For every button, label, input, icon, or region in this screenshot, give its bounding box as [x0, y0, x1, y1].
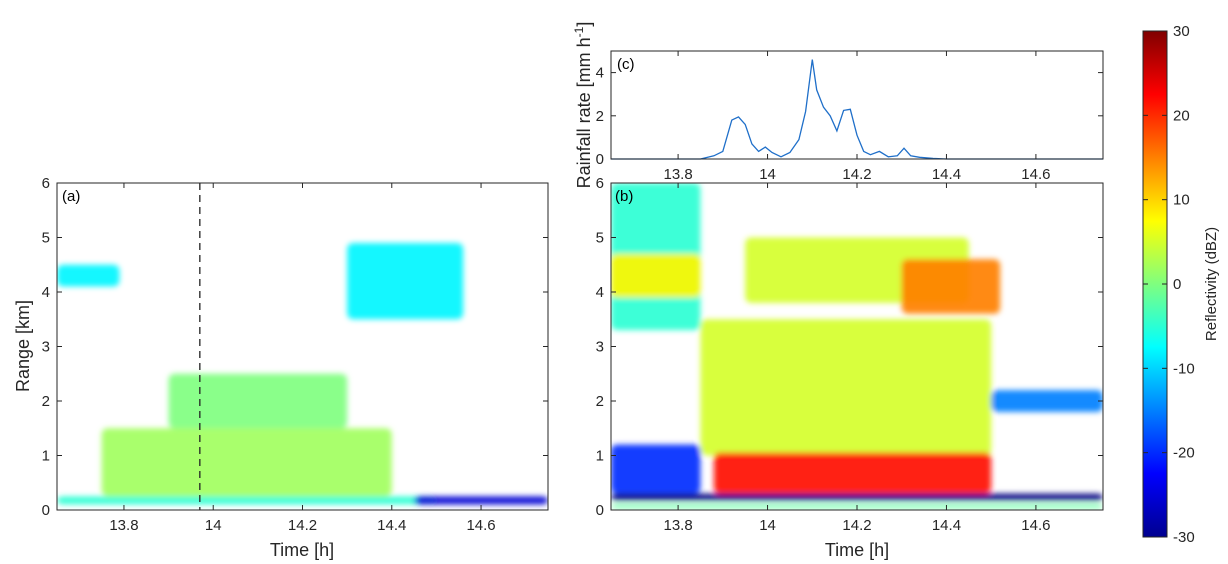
- x-tick-label-a: 13.8: [109, 517, 138, 534]
- x-tick-label-a: 14.4: [377, 517, 406, 534]
- echo-region-a: [168, 373, 348, 429]
- echo-region-b: [713, 452, 992, 494]
- y-tick-label-b: 6: [596, 175, 604, 192]
- panel-a: 13.8 14 14.2 14.4 14.6 0 1 2 3 4 5 6 (a) Time [h] R…: [13, 175, 549, 560]
- echo-region-b: [901, 259, 1001, 314]
- echo-region-a: [414, 496, 548, 505]
- x-tick-label-b: 14.4: [932, 517, 961, 534]
- echo-region-a: [57, 496, 437, 505]
- y-tick-label-a: 6: [42, 175, 50, 192]
- y-axis-label-a: Range [km]: [13, 300, 33, 392]
- y-tick-label-a: 0: [42, 502, 50, 519]
- colorbar-tick-label: 0: [1173, 276, 1181, 293]
- y-tick-label-b: 3: [596, 339, 604, 356]
- y-tick-label-a: 2: [42, 393, 50, 410]
- y-tick-label-a: 5: [42, 230, 50, 247]
- colorbar-tick-label: 30: [1173, 23, 1190, 40]
- y-tick-label-b: 0: [596, 502, 604, 519]
- colorbar-tick-label: -20: [1173, 445, 1195, 462]
- y-axis-label-c: Rainfall rate [mm h-1]: [572, 22, 594, 189]
- panel-label-a: (a): [62, 188, 80, 205]
- axis-ticks-c: 13.8 14 14.2 14.4 14.6 0 2 4: [596, 51, 1103, 183]
- y-tick-label-b: 4: [596, 284, 604, 301]
- x-tick-label-a: 14.6: [466, 517, 495, 534]
- y-axis-label-c-text: Rainfall rate [mm h: [574, 37, 594, 188]
- axes-frame-c: [610, 50, 1104, 160]
- echo-region-a: [101, 428, 392, 497]
- x-axis-label-b: Time [h]: [825, 540, 889, 560]
- colorbar-label: Reflectivity (dBZ): [1203, 227, 1220, 341]
- colorbar-tick-label: -30: [1173, 529, 1195, 546]
- heatmap-a: [57, 242, 548, 505]
- x-tick-label-b: 14: [759, 517, 776, 534]
- y-tick-label-c: 0: [596, 151, 604, 168]
- x-tick-label-b: 14.6: [1021, 517, 1050, 534]
- y-tick-label-c: 4: [596, 65, 604, 82]
- panel-c: 13.8 14 14.2 14.4 14.6 0 2 4 (c) Rainfall rate …: [572, 22, 1104, 189]
- axis-ticks-a: 13.8 14 14.2 14.4 14.6 0 1 2 3 4 5 6: [42, 175, 548, 534]
- colorbar-tick-label: 10: [1173, 192, 1190, 209]
- y-tick-label-a: 3: [42, 339, 50, 356]
- x-tick-label-c: 14.6: [1021, 166, 1050, 183]
- colorbar: 30 20 10 0 -10 -20 -30 Reflectivity (dBZ): [1142, 23, 1220, 546]
- y-axis-label-c-sup: -1: [572, 26, 586, 37]
- panel-label-c: (c): [617, 56, 635, 73]
- echo-region-b: [611, 493, 1103, 501]
- y-tick-label-c: 2: [596, 108, 604, 125]
- echo-region-a: [57, 264, 120, 287]
- colorbar-ticks: 30 20 10 0 -10 -20 -30: [1143, 23, 1195, 546]
- y-tick-label-b: 1: [596, 448, 604, 465]
- x-tick-label-a: 14.2: [288, 517, 317, 534]
- colorbar-tick-label: -10: [1173, 360, 1195, 377]
- echo-region-a: [347, 242, 464, 320]
- x-tick-label-c: 14.2: [842, 166, 871, 183]
- x-tick-label-a: 14: [205, 517, 222, 534]
- axis-ticks-b: 13.8 14 14.2 14.4 14.6 0 1 2 3 4 5 6: [596, 175, 1103, 534]
- y-tick-label-a: 4: [42, 284, 50, 301]
- echo-region-b: [611, 253, 701, 298]
- panel-label-b: (b): [615, 188, 633, 205]
- x-tick-label-c: 13.8: [663, 166, 692, 183]
- y-axis-label-c-end: ]: [574, 22, 594, 27]
- y-tick-label-b: 5: [596, 230, 604, 247]
- echo-region-b: [611, 444, 701, 494]
- x-tick-label-c: 14: [759, 166, 776, 183]
- y-tick-label-b: 2: [596, 393, 604, 410]
- x-tick-label-b: 13.8: [663, 517, 692, 534]
- x-tick-label-c: 14.4: [932, 166, 961, 183]
- echo-region-b: [700, 319, 992, 456]
- echo-region-b: [991, 390, 1103, 412]
- y-tick-label-a: 1: [42, 448, 50, 465]
- x-axis-label-a: Time [h]: [270, 540, 334, 560]
- rainfall-rate-line: [611, 59, 1103, 160]
- heatmap-b: [611, 183, 1103, 509]
- colorbar-tick-label: 20: [1173, 107, 1190, 124]
- x-tick-label-b: 14.2: [842, 517, 871, 534]
- panel-b: 13.8 14 14.2 14.4 14.6 0 1 2 3 4 5 6 (b) Time [h]: [596, 175, 1104, 560]
